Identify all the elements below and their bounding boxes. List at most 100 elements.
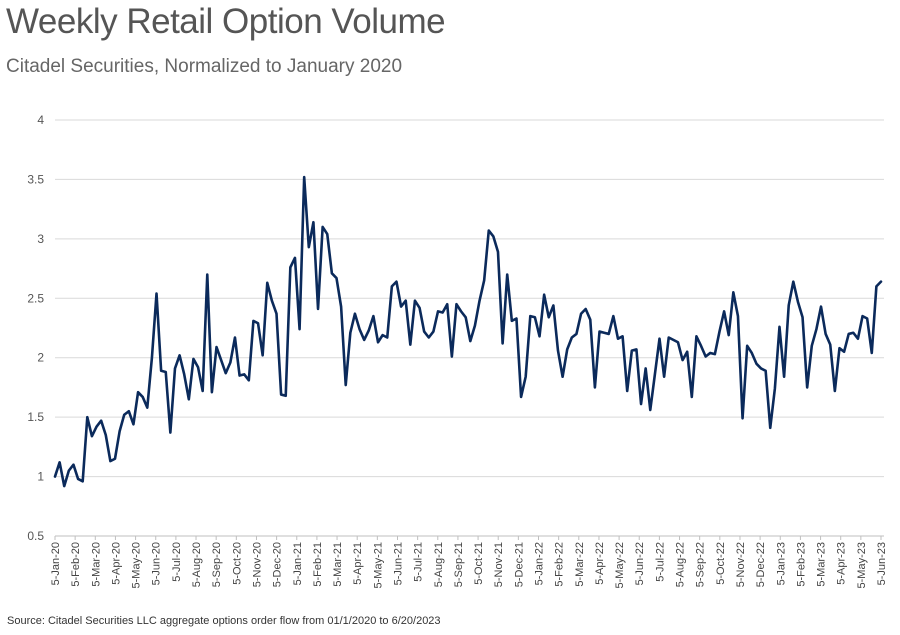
x-tick-label: 5-Feb-22: [554, 542, 566, 587]
x-tick-label: 5-Jun-23: [876, 542, 888, 585]
x-tick-label: 5-Jul-22: [654, 542, 666, 582]
data-point: [751, 352, 753, 354]
x-tick-label: 5-Feb-23: [795, 542, 807, 587]
data-point: [797, 301, 799, 303]
data-point: [321, 226, 323, 228]
data-point: [109, 460, 111, 462]
data-point: [432, 330, 434, 332]
data-point: [566, 348, 568, 350]
data-point: [381, 334, 383, 336]
grid-lines: [55, 119, 884, 478]
x-tick-label: 5-Apr-23: [836, 542, 848, 585]
data-point: [114, 458, 116, 460]
data-point: [358, 328, 360, 330]
y-tick-label: 4: [37, 113, 44, 127]
data-point: [783, 376, 785, 378]
data-point: [178, 354, 180, 356]
data-point: [225, 372, 227, 374]
data-point: [760, 367, 762, 369]
data-point: [681, 359, 683, 361]
x-tick-label: 5-Sep-20: [211, 542, 223, 587]
data-point: [340, 305, 342, 307]
data-point: [252, 320, 254, 322]
data-point: [188, 398, 190, 400]
data-point: [345, 384, 347, 386]
data-point: [658, 338, 660, 340]
data-point: [105, 434, 107, 436]
x-tick-label: 5-Aug-21: [433, 542, 445, 587]
x-tick-label: 5-Jul-21: [413, 542, 425, 582]
data-point: [91, 435, 93, 437]
x-tick-label: 5-Apr-21: [352, 542, 364, 585]
data-point: [132, 423, 134, 425]
data-point: [271, 299, 273, 301]
data-point: [478, 299, 480, 301]
data-point: [395, 280, 397, 282]
data-point: [524, 376, 526, 378]
data-point: [811, 345, 813, 347]
data-point: [414, 299, 416, 301]
data-point: [640, 403, 642, 405]
data-point: [778, 326, 780, 328]
data-point: [335, 277, 337, 279]
data-point: [654, 373, 656, 375]
data-point: [123, 414, 125, 416]
data-point: [635, 348, 637, 350]
data-point: [266, 282, 268, 284]
data-point: [769, 427, 771, 429]
x-tick-label: 5-Mar-23: [816, 542, 828, 587]
data-point: [331, 272, 333, 274]
data-point: [72, 463, 74, 465]
data-point: [464, 316, 466, 318]
x-tick-label: 5-Mar-21: [332, 542, 344, 587]
data-point: [243, 373, 245, 375]
chart-title: Weekly Retail Option Volume: [6, 2, 446, 41]
x-tick-label: 5-Jan-23: [775, 542, 787, 585]
data-point: [261, 354, 263, 356]
data-point: [511, 320, 513, 322]
data-point: [843, 351, 845, 353]
x-tick-label: 5-Feb-21: [312, 542, 324, 587]
data-point: [160, 370, 162, 372]
data-point: [788, 304, 790, 306]
x-tick-label: 5-Jan-21: [292, 542, 304, 585]
data-point: [755, 362, 757, 364]
x-tick-label: 5-May-21: [372, 542, 384, 588]
chart-subtitle: Citadel Securities, Normalized to Januar…: [6, 56, 403, 77]
data-point: [451, 355, 453, 357]
data-point: [317, 308, 319, 310]
data-point: [561, 376, 563, 378]
data-point: [137, 391, 139, 393]
data-point: [201, 390, 203, 392]
data-point: [584, 308, 586, 310]
x-tick-label: 5-Jun-21: [392, 542, 404, 585]
data-point: [63, 485, 65, 487]
data-point: [626, 390, 628, 392]
data-point: [377, 341, 379, 343]
data-point: [732, 291, 734, 293]
data-point: [428, 336, 430, 338]
data-point: [820, 305, 822, 307]
data-point: [875, 285, 877, 287]
data-point: [723, 310, 725, 312]
y-tick-label: 3: [37, 232, 44, 246]
data-point: [197, 366, 199, 368]
data-point: [764, 370, 766, 372]
data-point: [81, 480, 83, 482]
data-point: [294, 257, 296, 259]
x-tick-label: 5-May-22: [614, 542, 626, 588]
data-point: [700, 345, 702, 347]
data-point: [215, 346, 217, 348]
data-point: [594, 386, 596, 388]
x-tick-label: 5-Dec-20: [272, 542, 284, 587]
data-point: [100, 420, 102, 422]
y-tick-label: 2.5: [27, 291, 44, 305]
data-point: [497, 251, 499, 253]
data-point: [275, 313, 277, 315]
data-point: [54, 475, 56, 477]
x-tick-label: 5-Nov-22: [735, 542, 747, 587]
data-point: [663, 376, 665, 378]
data-point: [580, 313, 582, 315]
data-point: [460, 310, 462, 312]
data-point: [728, 334, 730, 336]
